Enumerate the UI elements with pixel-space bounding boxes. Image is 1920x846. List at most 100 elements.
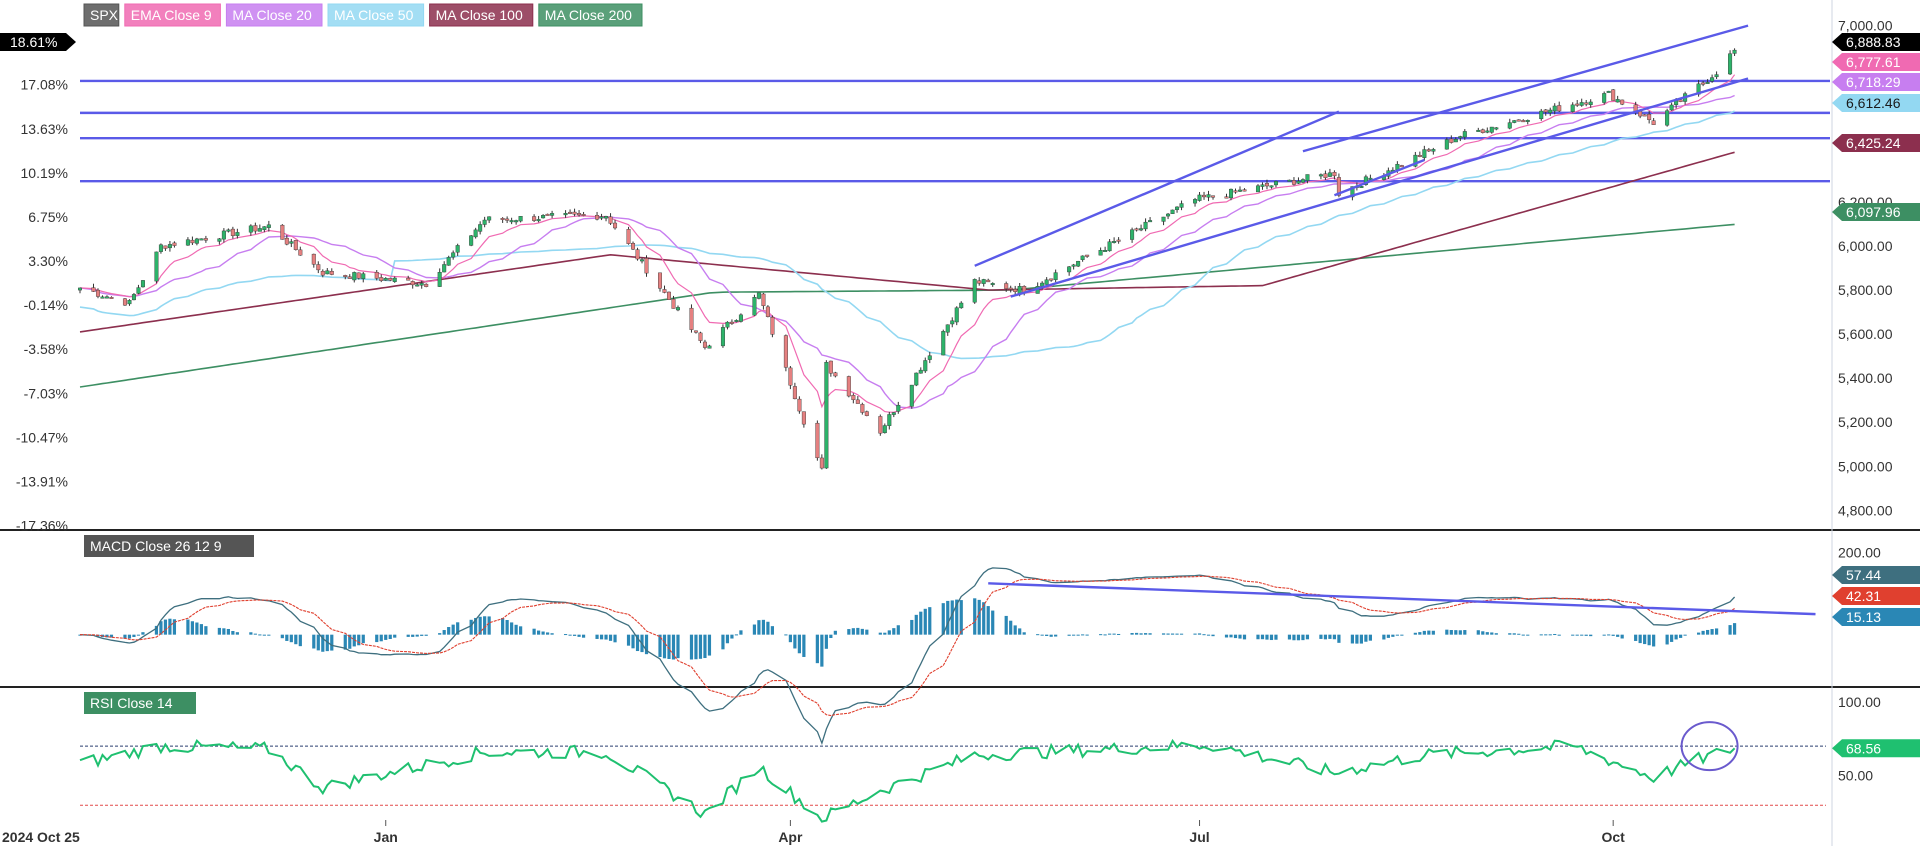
macd-histogram-bar: [1009, 620, 1013, 635]
macd-histogram-bar: [703, 634, 707, 659]
candle-body: [91, 287, 96, 292]
candle-body: [1085, 254, 1090, 257]
candle-body: [1512, 120, 1517, 123]
candle: [140, 280, 145, 288]
macd-histogram-bar: [280, 634, 284, 639]
macd-histogram-bar: [1557, 634, 1561, 636]
candle-body: [1291, 180, 1296, 185]
candle-body: [136, 287, 141, 294]
candle: [1588, 99, 1593, 108]
macd-histogram-bar: [1161, 633, 1166, 635]
candle-body: [1143, 221, 1148, 230]
macd-histogram-bar: [1512, 633, 1516, 635]
candle-body: [140, 280, 145, 288]
candle: [293, 239, 298, 251]
candle-body: [792, 386, 797, 400]
macd-histogram-bar: [1287, 634, 1292, 640]
candle-body: [446, 257, 451, 266]
macd-histogram-bar: [658, 634, 662, 658]
price-badge: 6,888.83: [1832, 33, 1920, 51]
candle: [221, 228, 226, 243]
candle-body: [613, 222, 618, 229]
candle-body: [783, 335, 788, 368]
candle-body: [226, 229, 231, 232]
candle-body: [410, 281, 415, 286]
candle: [608, 213, 613, 225]
candle: [1485, 127, 1490, 134]
candle: [518, 216, 523, 223]
candle: [1701, 80, 1706, 87]
macd-histogram-bar: [168, 618, 172, 635]
rsi-highlight-circle: [1680, 721, 1739, 772]
macd-histogram-bar: [1359, 634, 1363, 644]
macd-histogram-bar: [1004, 615, 1008, 635]
percent-badge-text: 18.61%: [10, 34, 57, 50]
percent-axis-tick: -0.14%: [24, 297, 68, 313]
candle-body: [1449, 138, 1454, 143]
candle-body: [927, 355, 932, 360]
candle-body: [1363, 176, 1368, 185]
macd-histogram-bar: [1022, 632, 1026, 635]
candle: [801, 411, 806, 428]
candle: [194, 237, 199, 246]
candle-body: [887, 414, 892, 426]
candle-body: [1539, 110, 1544, 120]
macd-histogram-bar: [1643, 634, 1647, 645]
macd-histogram-bar: [644, 634, 649, 655]
candle-body: [361, 273, 366, 279]
candle-body: [1161, 216, 1166, 222]
macd-histogram-bar: [1049, 634, 1053, 637]
candle-body: [1273, 181, 1278, 186]
ma-100-line: [79, 151, 1735, 333]
candle-body: [329, 271, 334, 275]
macd-histogram-bar: [424, 634, 428, 636]
macd-histogram-bar: [910, 619, 914, 635]
macd-histogram-bar: [689, 634, 694, 660]
candle: [230, 226, 235, 239]
candle: [1130, 227, 1135, 243]
candle-body: [1237, 189, 1242, 192]
candle-body: [1175, 206, 1180, 210]
candle: [122, 298, 127, 306]
macd-signal-line: [79, 575, 1735, 717]
candle: [756, 292, 761, 300]
candle: [478, 221, 483, 235]
price-badge-text: 6,097.96: [1846, 204, 1901, 220]
macd-badge-text: 15.13: [1846, 609, 1881, 625]
macd-histogram-bar: [1526, 634, 1530, 636]
macd-histogram-bar: [343, 634, 347, 650]
macd-histogram-bar: [1391, 634, 1395, 637]
candle-body: [729, 321, 734, 324]
candle-body: [266, 224, 271, 228]
macd-histogram-bar: [1634, 634, 1638, 641]
candle: [860, 402, 865, 415]
macd-histogram-bar: [676, 634, 680, 659]
macd-histogram-bar: [851, 628, 855, 635]
candle: [631, 241, 636, 250]
candle: [374, 270, 379, 281]
candle-body: [941, 331, 946, 356]
candle-body: [1206, 194, 1211, 198]
macd-histogram-bar: [406, 634, 410, 637]
macd-histogram-bar: [352, 634, 356, 647]
macd-histogram-bar: [1553, 634, 1557, 636]
ma-200-line: [79, 223, 1735, 388]
macd-histogram-bar: [707, 634, 712, 656]
candle: [1044, 277, 1049, 285]
macd-histogram-bar: [1143, 633, 1148, 635]
macd-histogram-bar: [1445, 629, 1449, 635]
macd-histogram-bar: [438, 633, 442, 635]
macd-histogram-bar: [226, 628, 230, 635]
macd-histogram-bar: [1229, 634, 1233, 638]
candle-body: [1570, 104, 1575, 112]
candle: [311, 253, 316, 268]
candle: [626, 226, 631, 245]
candle-body: [720, 327, 725, 347]
macd-histogram-bar: [1332, 634, 1337, 640]
candle-body: [109, 297, 114, 299]
price-axis-tick: 5,000.00: [1838, 458, 1893, 474]
candle: [1728, 50, 1733, 75]
macd-histogram-bar: [532, 628, 536, 635]
